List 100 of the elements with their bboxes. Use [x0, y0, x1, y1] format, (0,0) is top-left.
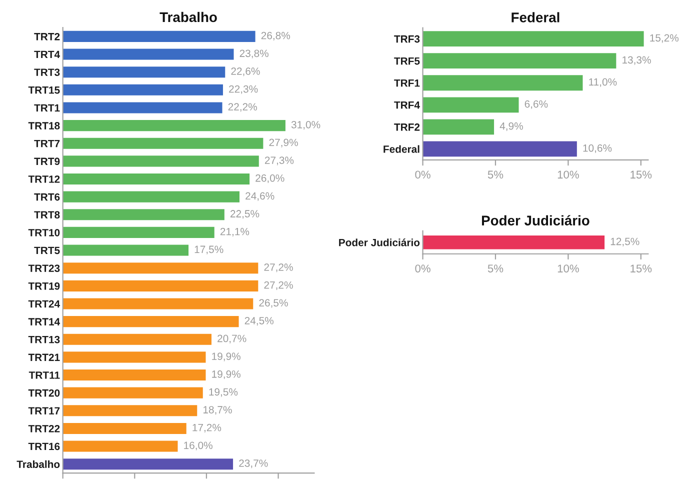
chart-title: Federal [512, 12, 560, 22]
y-tick-label: TRT14 [28, 318, 60, 326]
bar [62, 66, 226, 78]
bar [62, 84, 223, 96]
bar [62, 405, 198, 416]
data-label: 22,5% [230, 210, 260, 219]
data-label: 24,6% [246, 192, 274, 201]
y-tick-label: TRT20 [28, 389, 60, 397]
bar [62, 387, 203, 398]
bar [422, 97, 519, 113]
data-label: 19,5% [209, 388, 238, 397]
bar [62, 369, 206, 381]
y-tick-label: TRT16 [28, 442, 60, 450]
x-tick-label: 5% [488, 170, 504, 179]
data-label: 31,0% [291, 120, 320, 130]
y-tick-label: TRT17 [28, 407, 60, 414]
bar [62, 30, 256, 42]
data-label: 10,6% [583, 144, 612, 153]
data-label: 21,1% [220, 228, 250, 236]
bar [62, 298, 254, 310]
bar [62, 138, 264, 149]
y-tick-label: TRT8 [34, 211, 60, 219]
y-tick-label: TRF1 [394, 79, 420, 87]
data-label: 26,8% [261, 32, 290, 40]
bar [62, 440, 178, 452]
data-label: 20,7% [218, 334, 246, 344]
data-label: 17,5% [194, 246, 224, 254]
data-label: 18,7% [203, 406, 232, 415]
y-tick-label: TRF5 [394, 57, 420, 65]
y-tick-label: TRT18 [28, 122, 60, 130]
data-label: 26,0% [256, 174, 284, 184]
chart-title: Trabalho [160, 12, 217, 22]
y-tick-label: TRT13 [28, 336, 60, 344]
bar [62, 191, 240, 202]
data-label: 22,2% [228, 103, 257, 112]
y-tick-label: TRT21 [28, 354, 60, 361]
y-tick-label: TRT5 [34, 246, 60, 254]
x-tick-label: 10% [558, 264, 579, 272]
y-tick-label: TRF2 [394, 123, 420, 131]
data-label: 22,3% [229, 85, 258, 94]
bar [62, 458, 234, 470]
bar [62, 352, 206, 363]
y-tick-label: TRT19 [28, 282, 60, 290]
data-label: 26,5% [259, 299, 288, 308]
data-label: 27,3% [264, 156, 294, 166]
x-tick-label: 5% [488, 264, 504, 272]
data-label: 27,9% [269, 138, 298, 148]
data-label: 19,9% [212, 352, 240, 362]
y-tick-label: TRT11 [28, 372, 60, 379]
x-tick-label: 10% [558, 170, 579, 179]
bar [62, 156, 259, 167]
bar [422, 141, 577, 157]
x-tick-label: 15% [630, 170, 652, 179]
data-label: 4,9% [500, 122, 523, 131]
bar [62, 422, 186, 434]
data-label: 17,2% [192, 424, 222, 432]
y-tick-label: TRT24 [28, 300, 60, 308]
bar [62, 226, 214, 238]
bar [62, 316, 239, 328]
y-tick-label: TRT7 [34, 140, 60, 148]
x-tick-label: 15% [630, 264, 652, 272]
y-tick-label: TRF4 [394, 102, 420, 109]
data-label: 15,2% [650, 34, 679, 43]
y-tick-label: TRT3 [34, 68, 60, 76]
data-label: 12,5% [610, 238, 640, 246]
bar [62, 334, 212, 345]
y-tick-label: TRT2 [34, 32, 60, 40]
x-tick-label: 0% [415, 264, 430, 272]
bar [422, 119, 494, 135]
data-label: 22,6% [231, 68, 260, 76]
y-tick-label: TRT15 [28, 86, 60, 94]
y-tick-label: TRT9 [34, 158, 60, 166]
bar [422, 31, 644, 47]
data-label: 16,0% [184, 442, 212, 450]
data-label: 23,7% [239, 460, 268, 468]
data-label: 24,5% [244, 316, 274, 326]
data-label: 27,2% [264, 264, 293, 272]
y-tick-label: TRT4 [34, 50, 60, 58]
y-tick-label: TRT22 [28, 424, 60, 432]
y-tick-label: Federal [384, 145, 420, 153]
bar [62, 173, 250, 185]
bar [62, 120, 286, 132]
bar [62, 244, 189, 256]
data-label: 11,0% [589, 78, 617, 87]
y-tick-label: TRT12 [28, 176, 60, 183]
y-tick-label: TRT6 [34, 193, 60, 201]
bar [62, 262, 258, 274]
bar [62, 209, 224, 220]
x-tick-label: 0% [415, 170, 430, 179]
bar [62, 280, 258, 292]
y-tick-label: TRT1 [34, 104, 60, 112]
bar [422, 53, 616, 69]
data-label: 19,9% [212, 370, 240, 380]
data-label: 23,8% [240, 50, 268, 58]
y-tick-label: Trabalho [16, 460, 60, 468]
y-tick-label: TRF3 [394, 35, 420, 43]
y-tick-label: TRT23 [28, 264, 60, 272]
bar [422, 75, 583, 91]
bar [62, 48, 234, 60]
bar [62, 102, 222, 114]
